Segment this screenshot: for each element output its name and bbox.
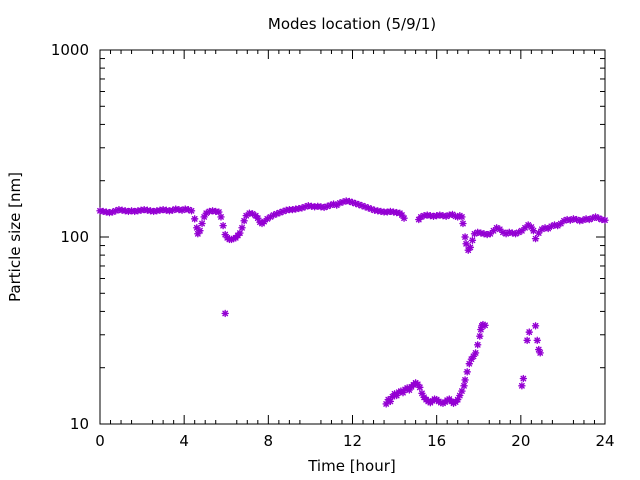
data-point xyxy=(536,349,544,357)
tick-labels: 0 4 8 12 16 20 24 10 100 1000 xyxy=(51,41,615,450)
data-point xyxy=(531,234,540,243)
y-tick-label: 10 xyxy=(70,415,89,433)
x-tick-label: 0 xyxy=(95,432,105,450)
data-point xyxy=(476,332,484,340)
data-point xyxy=(461,376,469,384)
data-point xyxy=(416,383,424,392)
data-point xyxy=(459,219,467,228)
data-points xyxy=(96,197,609,408)
data-point xyxy=(217,213,225,221)
x-axis-label: Time [hour] xyxy=(307,457,396,475)
data-point xyxy=(525,328,533,336)
data-point xyxy=(601,216,609,224)
data-point xyxy=(474,341,482,349)
data-point xyxy=(458,213,466,221)
data-point xyxy=(519,374,528,383)
data-point xyxy=(196,227,204,235)
plot-frame xyxy=(99,49,606,425)
chart-title: Modes location (5/9/1) xyxy=(268,15,436,33)
data-point xyxy=(238,224,246,232)
x-tick-label: 24 xyxy=(595,432,614,450)
x-tick-label: 12 xyxy=(343,432,362,450)
data-point xyxy=(471,349,480,357)
data-point xyxy=(198,219,206,228)
x-tick-label: 16 xyxy=(427,432,446,450)
data-point xyxy=(533,336,541,345)
data-point xyxy=(531,322,540,330)
y-tick-label: 100 xyxy=(60,228,89,246)
y-axis-label: Particle size [nm] xyxy=(6,172,24,302)
data-point xyxy=(190,215,199,223)
data-point xyxy=(468,236,477,245)
data-point xyxy=(481,321,489,330)
data-point xyxy=(219,221,227,230)
axis-ticks xyxy=(99,49,606,425)
x-tick-label: 8 xyxy=(264,432,274,450)
data-point xyxy=(461,233,469,241)
y-tick-label: 1000 xyxy=(51,41,89,59)
data-point xyxy=(460,382,468,390)
data-point xyxy=(518,382,526,390)
data-point xyxy=(466,243,475,252)
data-point xyxy=(463,368,471,376)
data-point xyxy=(221,309,229,318)
x-tick-label: 20 xyxy=(511,432,530,450)
data-point xyxy=(187,207,196,215)
data-point xyxy=(400,214,408,222)
x-tick-label: 4 xyxy=(179,432,189,450)
data-point xyxy=(523,336,531,345)
